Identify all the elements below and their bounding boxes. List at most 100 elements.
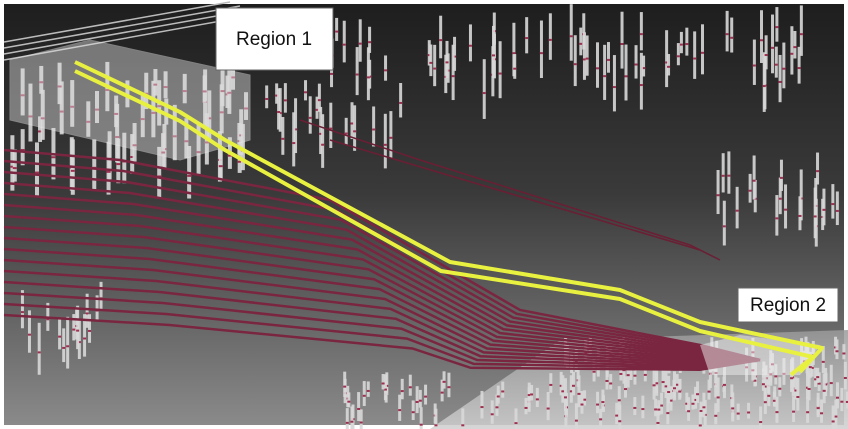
pin-band	[797, 67, 801, 70]
pin-band	[161, 151, 166, 154]
pin-band	[398, 409, 402, 412]
pin-band	[672, 387, 676, 390]
pin	[727, 151, 731, 194]
pin-band	[468, 44, 472, 47]
pin-band	[353, 130, 357, 133]
pin-band	[418, 399, 422, 402]
pin-band	[86, 120, 91, 123]
pin-band	[792, 410, 796, 413]
pin-band	[569, 390, 573, 393]
pin-band	[822, 208, 826, 211]
pin-band	[834, 415, 838, 418]
pin-band	[752, 179, 756, 182]
pin	[569, 4, 573, 61]
pin	[585, 35, 589, 76]
pin	[342, 20, 346, 63]
pin-band	[675, 383, 679, 386]
pin	[831, 184, 835, 219]
pin	[399, 83, 403, 118]
pin-band	[227, 91, 232, 94]
pin	[774, 46, 778, 78]
pin	[799, 169, 803, 221]
pin	[70, 80, 75, 127]
pin-band	[447, 386, 451, 389]
pin	[657, 400, 661, 416]
pin-band	[603, 75, 607, 78]
pin-band	[527, 394, 531, 397]
pin	[639, 52, 643, 110]
pin	[573, 35, 577, 87]
pin-band	[37, 351, 41, 354]
pin-band	[666, 412, 670, 415]
pin	[359, 409, 363, 429]
pin-band	[350, 420, 354, 423]
pin-band	[685, 402, 689, 405]
pin-band	[116, 163, 121, 166]
pin-band	[775, 217, 779, 220]
pin-band	[561, 390, 565, 393]
pin-band	[440, 391, 444, 394]
pin	[429, 44, 433, 77]
pin	[760, 10, 764, 63]
pin-band	[784, 208, 788, 211]
pin-band	[237, 160, 242, 163]
pin-band	[115, 136, 120, 139]
pin-band	[763, 385, 767, 388]
pin	[835, 382, 839, 409]
pin	[843, 361, 847, 390]
pin-band	[366, 389, 370, 392]
pin	[821, 345, 825, 374]
pin	[672, 371, 676, 401]
pin-band	[153, 83, 158, 86]
pin-band	[308, 116, 312, 119]
pin	[58, 318, 62, 350]
pin-band	[660, 404, 664, 407]
pin	[725, 10, 729, 52]
pin-band	[805, 386, 809, 389]
top-traces	[3, 1, 261, 61]
pin-band	[619, 372, 623, 375]
pin	[277, 88, 281, 130]
pin	[775, 396, 779, 423]
pin-band	[599, 418, 603, 421]
pin-band	[451, 75, 455, 78]
pin-band	[10, 165, 15, 168]
pin	[498, 41, 502, 99]
pin	[798, 196, 802, 231]
pin-band	[330, 72, 334, 75]
pin-band	[822, 389, 826, 392]
pin-band	[661, 381, 665, 384]
pin	[182, 73, 187, 104]
pin-band	[283, 99, 287, 102]
pin	[655, 365, 659, 396]
region2-label-box	[737, 287, 839, 323]
pin	[834, 399, 838, 429]
pin-band	[513, 67, 517, 70]
pin-band	[130, 155, 135, 158]
pin	[561, 375, 565, 403]
pin	[666, 397, 670, 425]
pin-band	[549, 383, 553, 386]
yellow-trace	[74, 60, 824, 374]
pin-band	[315, 108, 319, 111]
pin	[445, 40, 449, 79]
pin	[722, 200, 726, 246]
pin-band	[132, 144, 137, 147]
pin-band	[685, 43, 689, 46]
pin-band	[669, 399, 673, 402]
pin	[366, 47, 370, 101]
pin-band	[381, 382, 385, 385]
pin-band	[624, 388, 628, 391]
pin	[813, 187, 817, 239]
pin	[603, 44, 607, 100]
pin-band	[813, 215, 817, 218]
pin-band	[585, 57, 589, 60]
pin	[77, 319, 81, 360]
pin	[372, 106, 376, 147]
pin	[220, 70, 225, 107]
region2-box	[700, 335, 820, 375]
pin	[480, 390, 484, 419]
pin-band	[317, 99, 321, 102]
pin-band	[676, 55, 680, 58]
pin-band	[759, 421, 763, 424]
